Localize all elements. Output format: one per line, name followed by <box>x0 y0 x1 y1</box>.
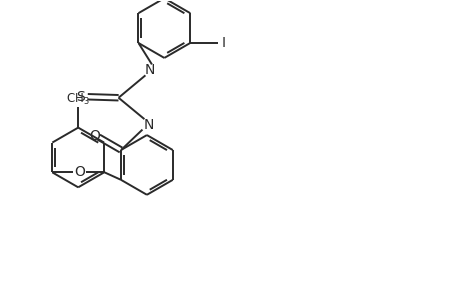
Text: O: O <box>90 129 101 142</box>
Text: O: O <box>74 165 85 179</box>
Text: N: N <box>144 63 154 77</box>
Text: I: I <box>221 36 225 50</box>
Text: S: S <box>76 90 85 104</box>
Text: N: N <box>143 118 153 132</box>
Text: CH$_3$: CH$_3$ <box>66 92 90 107</box>
